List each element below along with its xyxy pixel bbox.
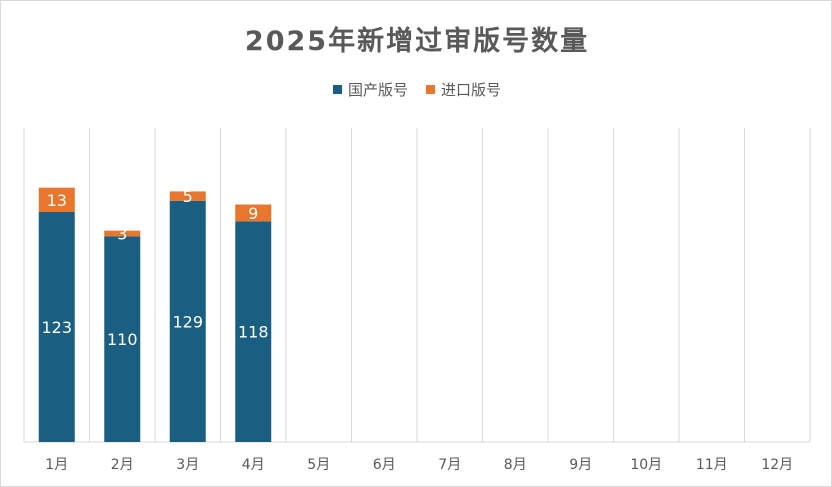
data-label: 13: [47, 191, 67, 210]
bar-segment-imported-1: [38, 187, 75, 212]
bar-segment-imported-2: [104, 230, 141, 237]
legend-item-imported: 进口版号: [426, 79, 501, 100]
x-tick-label: 1月: [45, 457, 68, 473]
x-tick-label: 6月: [373, 457, 396, 473]
data-label: 110: [107, 330, 138, 349]
data-label: 9: [248, 204, 258, 223]
legend-item-domestic: 国产版号: [332, 79, 408, 100]
x-tick-label: 11月: [696, 457, 728, 473]
x-tick-label: 3月: [176, 457, 199, 473]
legend-swatch-domestic: [332, 85, 342, 94]
legend-label-domestic: 国产版号: [347, 81, 408, 99]
x-tick-label: 10月: [630, 457, 662, 473]
bar-segment-domestic-3: [169, 200, 206, 442]
bar-segment-domestic-4: [235, 221, 272, 442]
bar-segment-imported-3: [169, 191, 206, 201]
x-tick-label: 2月: [111, 457, 134, 473]
chart-title: 2025年新增过审版号数量: [244, 26, 590, 57]
bar-segment-domestic-2: [104, 236, 141, 442]
x-tick-label: 5月: [307, 457, 330, 473]
data-label: 129: [172, 312, 203, 331]
x-tick-label: 12月: [761, 457, 793, 473]
x-tick-label: 8月: [504, 457, 527, 473]
legend-swatch-imported: [426, 85, 435, 94]
legend: 国产版号 进口版号: [1, 79, 832, 100]
x-tick-label: 4月: [242, 457, 265, 473]
data-label: 123: [41, 318, 72, 337]
data-label: 3: [117, 224, 127, 243]
x-tick-label: 9月: [569, 457, 592, 473]
data-label: 118: [238, 323, 269, 342]
bar-segment-imported-4: [235, 204, 272, 222]
legend-label-imported: 进口版号: [441, 81, 502, 99]
x-tick-label: 7月: [438, 457, 461, 473]
bar-segment-domestic-1: [38, 211, 75, 442]
data-label: 5: [183, 187, 193, 206]
